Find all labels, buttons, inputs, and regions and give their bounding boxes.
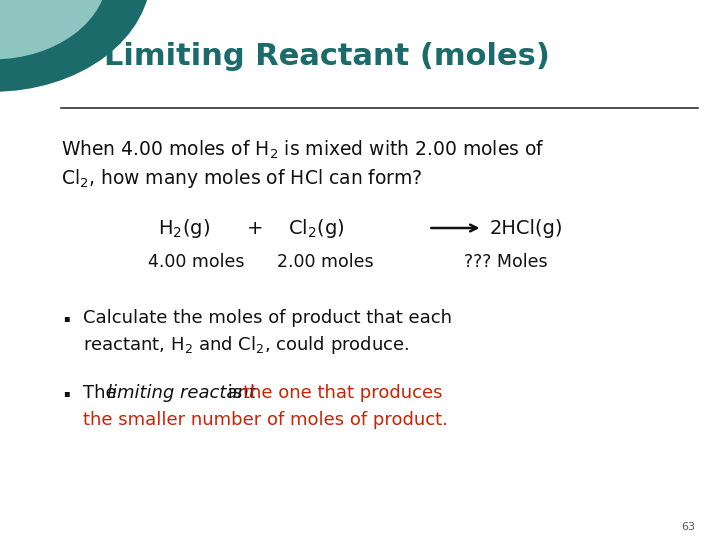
Circle shape xyxy=(0,0,108,59)
Text: the one that produces: the one that produces xyxy=(243,384,443,402)
Text: 63: 63 xyxy=(681,522,695,531)
Text: H$_2$(g): H$_2$(g) xyxy=(158,217,210,240)
Text: ▪: ▪ xyxy=(63,313,69,323)
Text: reactant, H$_2$ and Cl$_2$, could produce.: reactant, H$_2$ and Cl$_2$, could produc… xyxy=(83,334,409,356)
Text: 4.00 moles: 4.00 moles xyxy=(148,253,244,271)
Text: When 4.00 moles of H$_2$ is mixed with 2.00 moles of: When 4.00 moles of H$_2$ is mixed with 2… xyxy=(61,139,545,161)
Text: The: The xyxy=(83,384,122,402)
Text: Calculate the moles of product that each: Calculate the moles of product that each xyxy=(83,309,452,327)
Text: the smaller number of moles of product.: the smaller number of moles of product. xyxy=(83,411,448,429)
Text: +: + xyxy=(248,219,264,238)
Text: 2HCl(g): 2HCl(g) xyxy=(490,219,563,238)
Text: Cl$_2$, how many moles of HCl can form?: Cl$_2$, how many moles of HCl can form? xyxy=(61,166,423,190)
Text: ▪: ▪ xyxy=(63,388,69,398)
Text: ??? Moles: ??? Moles xyxy=(464,253,548,271)
Text: 2.00 moles: 2.00 moles xyxy=(277,253,374,271)
Circle shape xyxy=(0,0,151,92)
Text: Cl$_2$(g): Cl$_2$(g) xyxy=(288,217,344,240)
Text: is: is xyxy=(222,384,248,402)
Text: Limiting Reactant (moles): Limiting Reactant (moles) xyxy=(104,42,550,71)
Text: limiting reactant: limiting reactant xyxy=(107,384,256,402)
